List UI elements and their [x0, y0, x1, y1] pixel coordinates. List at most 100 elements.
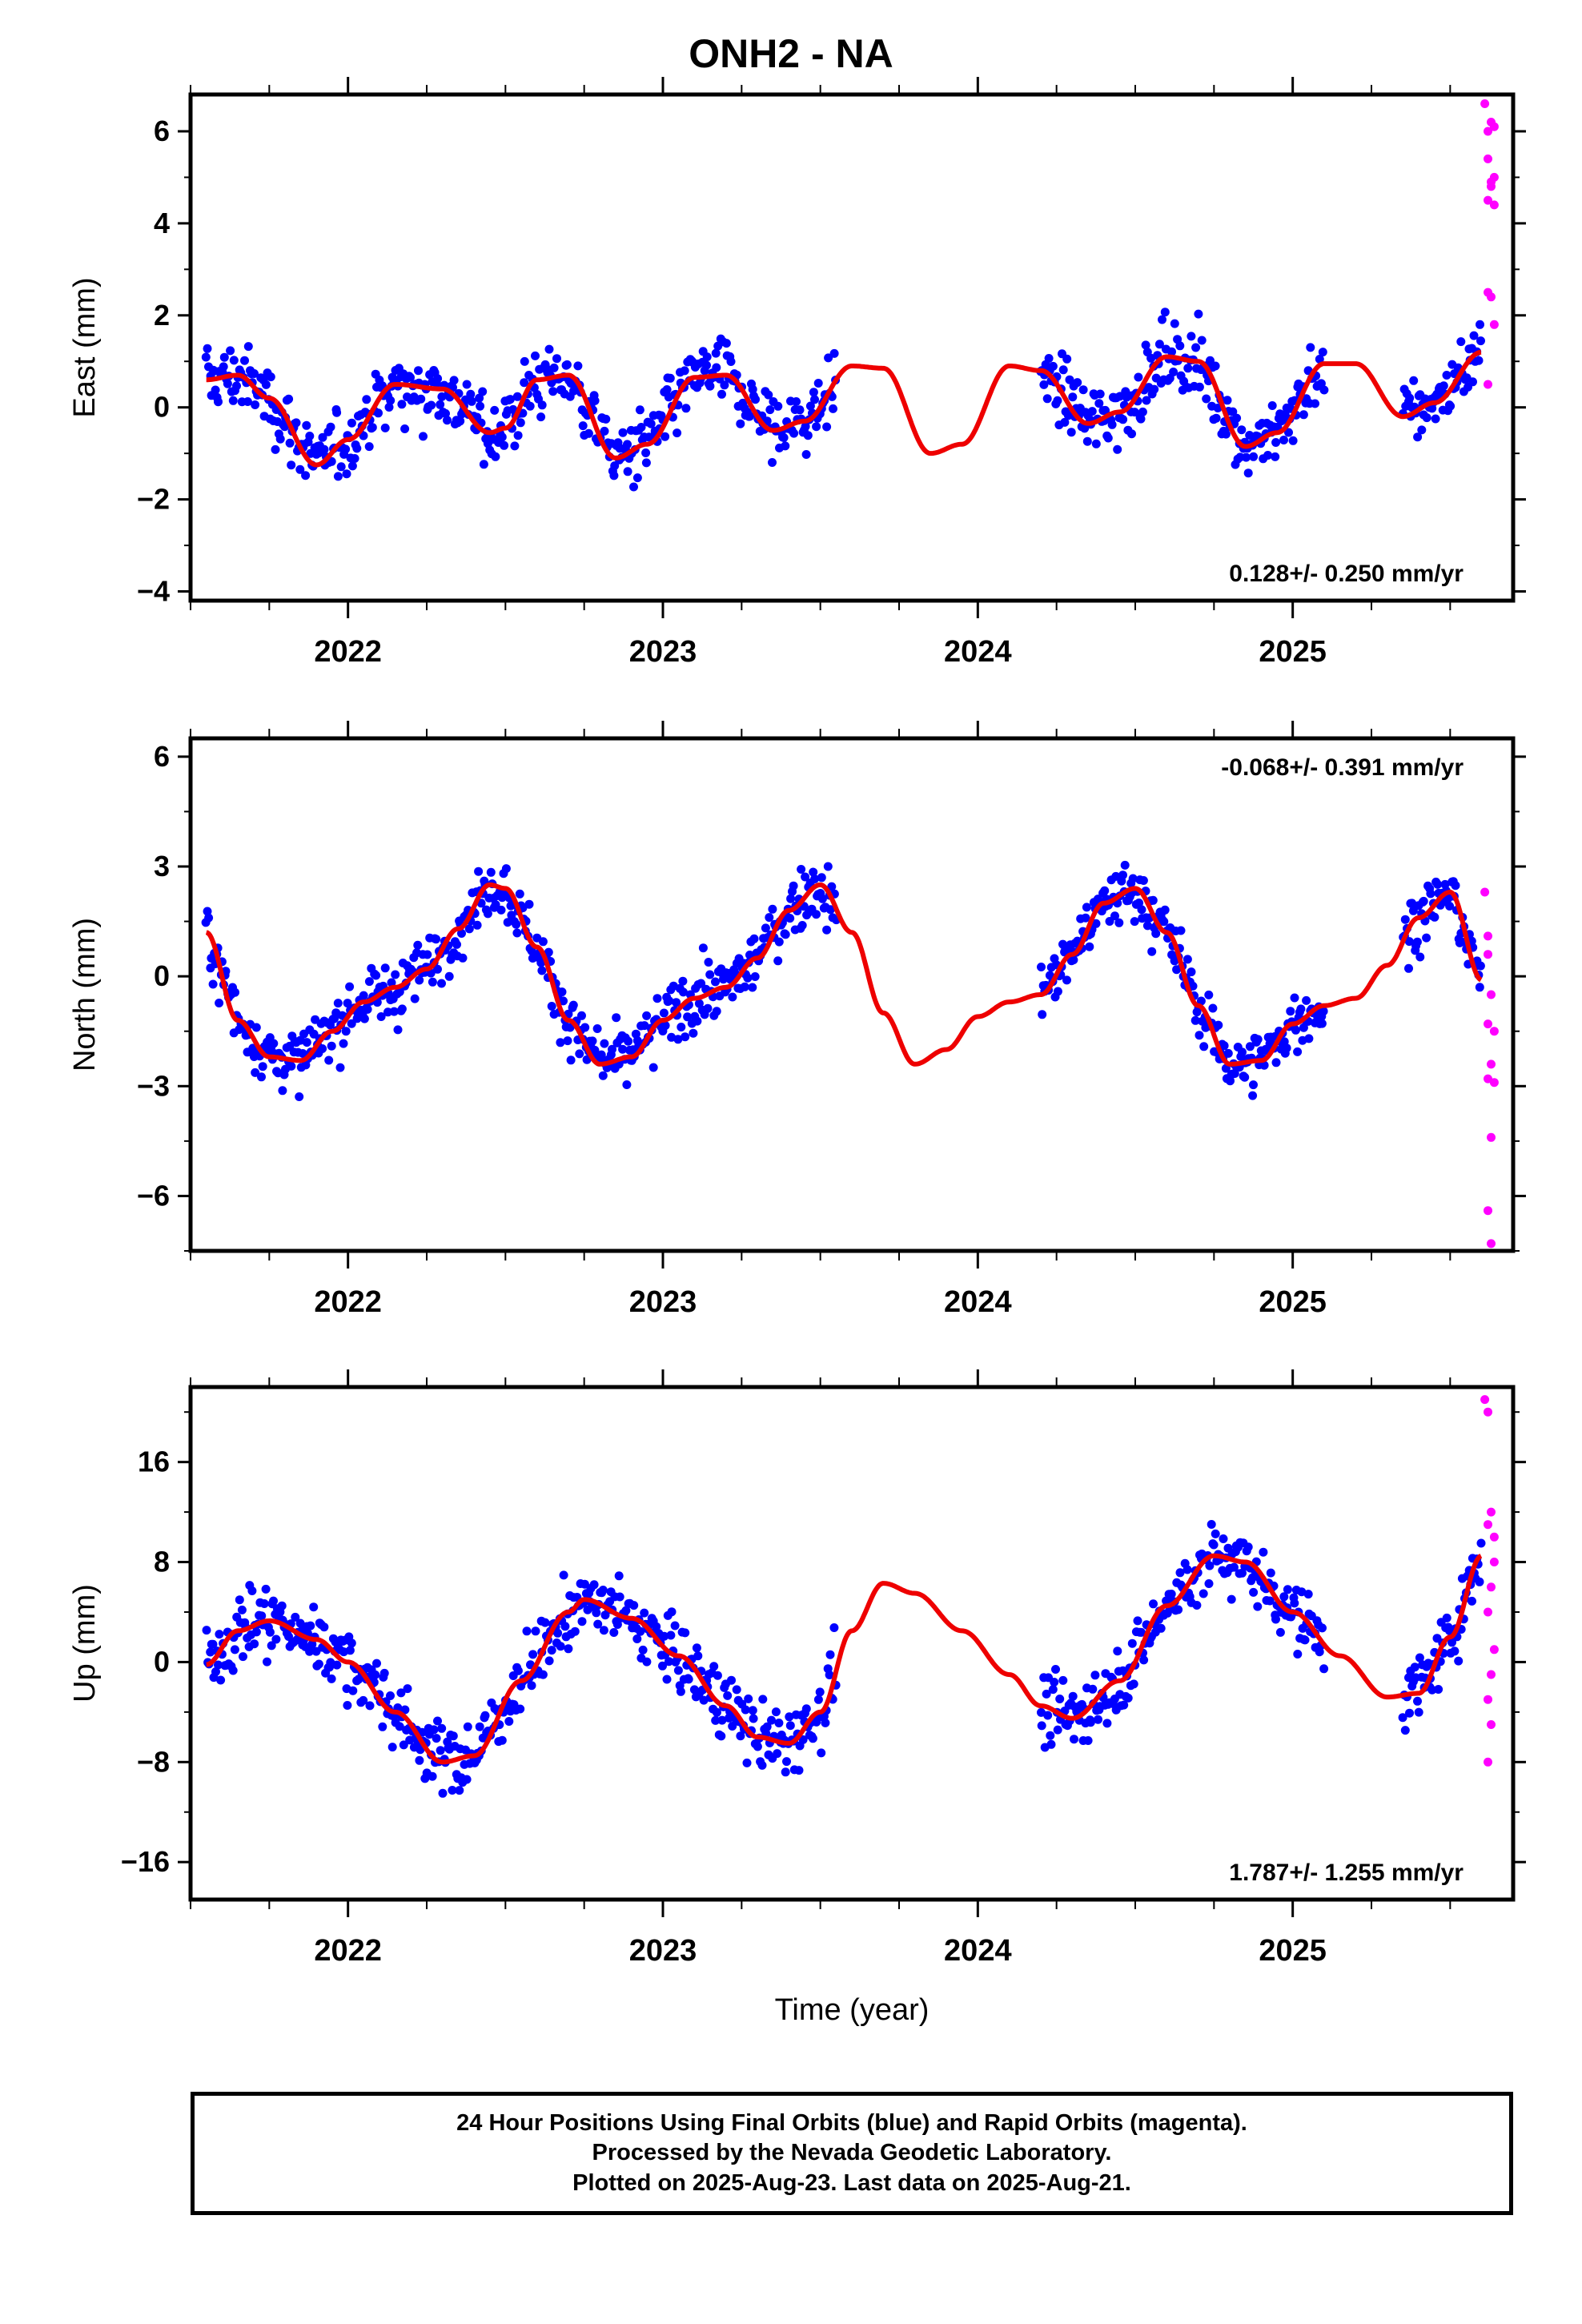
final-orbit-point — [1253, 1602, 1263, 1611]
final-orbit-point — [204, 913, 214, 923]
final-orbit-point — [327, 1041, 336, 1051]
final-orbit-point — [779, 433, 789, 442]
final-orbit-point — [250, 1639, 259, 1649]
final-orbit-point — [728, 1722, 737, 1731]
final-orbit-point — [278, 1086, 287, 1096]
final-orbit-point — [1182, 955, 1192, 964]
final-orbit-point — [301, 471, 311, 480]
final-orbit-point — [386, 396, 396, 405]
final-orbit-point — [1151, 929, 1161, 939]
final-orbit-point — [342, 469, 351, 479]
final-orbit-point — [259, 1599, 269, 1608]
final-orbit-point — [1128, 874, 1138, 883]
final-orbit-point — [596, 1050, 606, 1059]
final-orbit-point — [339, 1039, 348, 1048]
final-orbit-point — [552, 354, 561, 364]
rapid-orbit-point — [1489, 122, 1499, 131]
final-orbit-point — [318, 432, 327, 442]
final-orbit-point — [237, 1605, 247, 1614]
final-orbit-point — [1299, 1023, 1308, 1032]
final-orbit-point — [1219, 1041, 1229, 1051]
final-orbit-point — [1159, 917, 1169, 927]
final-orbit-point — [1170, 319, 1179, 328]
final-orbit-point — [544, 947, 553, 957]
final-orbit-point — [413, 940, 423, 950]
final-orbit-point — [693, 1016, 702, 1026]
final-orbit-point — [247, 1586, 257, 1595]
final-orbit-point — [497, 1735, 507, 1745]
final-orbit-point — [208, 979, 218, 989]
final-orbit-point — [670, 1621, 680, 1630]
final-orbit-point — [1279, 1592, 1289, 1602]
final-orbit-point — [817, 894, 827, 903]
final-orbit-point — [813, 1695, 823, 1704]
final-orbit-point — [829, 348, 839, 358]
final-orbit-point — [1243, 1542, 1253, 1552]
final-orbit-point — [640, 1608, 649, 1618]
final-orbit-point — [1150, 384, 1159, 394]
x-tick-label: 2025 — [1259, 635, 1327, 669]
final-orbit-point — [794, 1766, 804, 1775]
final-orbit-point — [269, 1596, 278, 1606]
final-orbit-point — [1107, 420, 1117, 429]
final-orbit-point — [448, 1731, 458, 1741]
final-orbit-point — [432, 1734, 441, 1743]
final-orbit-point — [318, 1044, 327, 1053]
rapid-orbit-point — [1484, 1019, 1492, 1029]
panel-3: −16 −8 0 8 16 2022 2023 2024 2025 Up (mm) Time (ye… — [68, 1369, 1526, 2027]
final-orbit-point — [1318, 1623, 1327, 1633]
footer-notes: 24 Hour Positions Using Final Orbits (bl… — [191, 2092, 1513, 2215]
final-orbit-point — [1162, 1596, 1171, 1606]
final-orbit-point — [216, 1675, 226, 1685]
final-orbit-point — [547, 1646, 556, 1655]
final-orbit-point — [744, 1694, 753, 1703]
final-orbit-point — [1046, 1731, 1055, 1740]
final-orbit-point — [1160, 905, 1170, 915]
y-tick-label: 0 — [154, 959, 170, 992]
final-orbit-point — [393, 1025, 403, 1035]
final-orbit-point — [768, 904, 777, 914]
final-orbit-point — [462, 380, 472, 389]
final-orbit-point — [1302, 995, 1311, 1005]
final-orbit-point — [556, 1642, 565, 1651]
final-orbit-point — [277, 1601, 287, 1610]
data-points — [202, 1395, 1499, 1798]
final-orbit-point — [343, 1701, 352, 1710]
final-orbit-point — [1119, 1700, 1129, 1710]
final-orbit-point — [1223, 1048, 1233, 1058]
final-orbit-point — [1053, 1725, 1062, 1735]
final-orbit-point — [1398, 1713, 1407, 1723]
final-orbit-point — [429, 1725, 439, 1735]
final-orbit-point — [717, 389, 726, 399]
final-orbit-point — [681, 404, 691, 413]
final-orbit-point — [1055, 1695, 1065, 1703]
final-orbit-point — [219, 352, 229, 362]
final-orbit-point — [352, 444, 362, 453]
final-orbit-point — [513, 431, 523, 440]
rapid-orbit-point — [1480, 887, 1490, 897]
final-orbit-point — [795, 405, 805, 415]
rapid-orbit-point — [1487, 1059, 1496, 1069]
final-orbit-point — [347, 1638, 356, 1648]
final-orbit-point — [544, 344, 554, 354]
final-orbit-point — [1042, 1689, 1051, 1699]
final-orbit-point — [1046, 1739, 1056, 1749]
final-orbit-point — [556, 1038, 565, 1047]
rapid-orbit-point — [1489, 200, 1499, 210]
final-orbit-point — [522, 1626, 532, 1636]
final-orbit-point — [609, 471, 619, 480]
final-orbit-point — [544, 1656, 554, 1666]
final-orbit-point — [829, 404, 837, 413]
final-orbit-point — [736, 419, 745, 428]
final-orbit-point — [773, 956, 783, 966]
x-tick-label: 2024 — [944, 635, 1012, 669]
final-orbit-point — [673, 1666, 683, 1675]
final-orbit-point — [1476, 320, 1484, 329]
final-orbit-point — [1133, 1616, 1142, 1626]
final-orbit-point — [474, 866, 484, 876]
rapid-orbit-point — [1487, 1132, 1496, 1142]
final-orbit-point — [324, 1055, 334, 1065]
final-orbit-point — [1476, 336, 1485, 346]
final-orbit-point — [332, 408, 342, 417]
final-orbit-point — [291, 1612, 300, 1622]
